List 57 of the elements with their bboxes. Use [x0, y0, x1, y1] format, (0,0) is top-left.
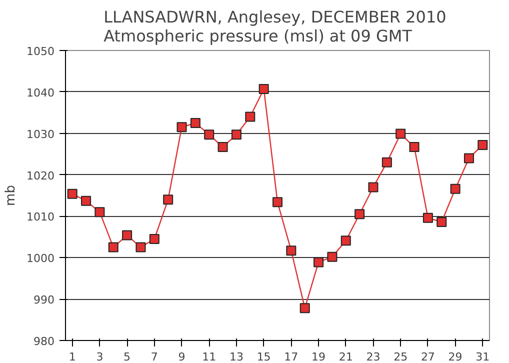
point — [354, 209, 365, 220]
y-tick-label: 1040 — [26, 86, 55, 100]
point — [314, 257, 324, 268]
point — [300, 303, 310, 314]
y-tick-label: 1000 — [26, 252, 55, 266]
point — [422, 212, 433, 223]
point — [382, 157, 392, 168]
y-axis-title: mb — [4, 185, 19, 206]
point — [81, 196, 92, 206]
x-tick-label: 5 — [124, 350, 131, 363]
point — [163, 194, 174, 205]
point — [396, 128, 406, 139]
point — [478, 140, 488, 150]
point — [176, 122, 187, 132]
point — [94, 207, 105, 218]
point — [436, 217, 447, 228]
x-tick-label: 9 — [178, 350, 186, 363]
x-tick-label: 11 — [202, 350, 216, 363]
x-tick-label: 13 — [229, 350, 244, 363]
point — [218, 142, 228, 152]
x-tick-label: 31 — [476, 350, 490, 363]
point — [108, 242, 118, 252]
x-tick-label: 19 — [312, 350, 326, 363]
y-tick-label: 990 — [34, 294, 55, 307]
point — [368, 182, 378, 192]
x-tick-label: 3 — [96, 350, 104, 363]
x-tick-label: 29 — [448, 350, 462, 363]
x-tick-label: 21 — [338, 350, 353, 363]
point — [122, 230, 132, 240]
point — [149, 234, 160, 244]
point — [136, 242, 146, 252]
chart-title: LLANSADWRN, Anglesey, DECEMBER 2010 Atmospheric pressure (msl) at 09 GMT — [104, 8, 446, 46]
y-tick-label: 980 — [34, 335, 55, 348]
point — [272, 197, 282, 208]
point — [464, 153, 474, 164]
point — [204, 130, 214, 140]
x-tick-label: 25 — [394, 350, 408, 363]
y-tick-label: 1020 — [26, 169, 55, 182]
point — [409, 142, 420, 152]
point — [245, 112, 256, 122]
point — [231, 130, 242, 140]
x-tick-label: 23 — [366, 350, 380, 363]
point — [258, 84, 269, 94]
x-tick-label: 17 — [284, 350, 298, 363]
point — [327, 252, 338, 262]
point — [286, 246, 296, 256]
y-tick-label: 1050 — [26, 45, 55, 58]
point — [190, 118, 200, 128]
point — [450, 184, 460, 194]
x-tick-label: 27 — [420, 350, 435, 363]
x-tick-label: 15 — [256, 350, 271, 363]
point — [340, 236, 351, 246]
x-tick-label: 7 — [150, 350, 158, 363]
y-tick-label: 1030 — [26, 128, 55, 141]
y-tick-label: 1010 — [26, 210, 55, 224]
point — [67, 188, 78, 199]
x-tick-label: 1 — [68, 350, 76, 363]
